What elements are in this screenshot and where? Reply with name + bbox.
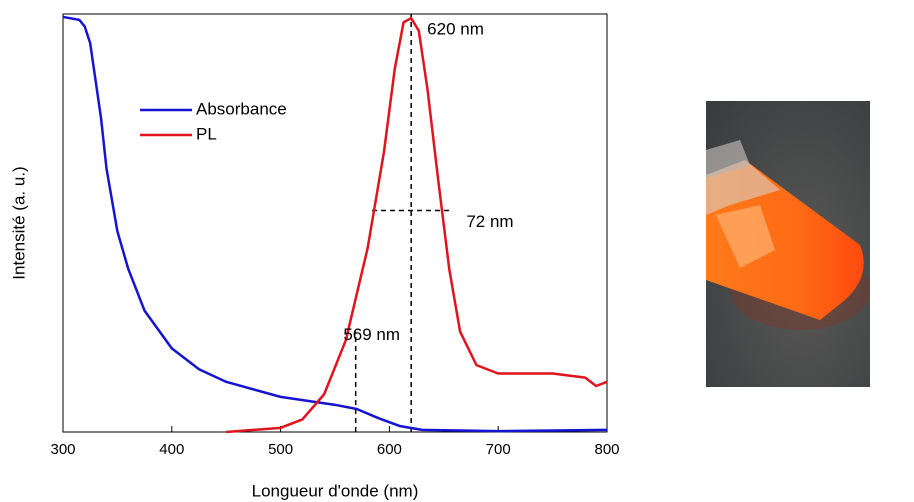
annotation: 72 nm: [466, 212, 513, 231]
x-tick-label: 800: [594, 441, 619, 458]
annotation: 620 nm: [427, 20, 484, 39]
photo: [706, 101, 870, 387]
x-tick-label: 600: [377, 441, 402, 458]
x-tick-label: 500: [268, 441, 293, 458]
x-tick-label: 400: [159, 441, 184, 458]
x-tick-label: 700: [486, 441, 511, 458]
x-tick-label: 300: [50, 441, 75, 458]
plot-frame: [62, 13, 608, 433]
legend-label: Absorbance: [196, 99, 287, 118]
series-line: [62, 15, 608, 433]
x-axis-label: Longueur d'onde (nm): [252, 481, 419, 500]
legend-label: PL: [196, 124, 217, 143]
y-axis-label: Intensité (a. u.): [9, 166, 28, 279]
series-line: [226, 16, 608, 434]
annotation: 569 nm: [343, 325, 400, 344]
